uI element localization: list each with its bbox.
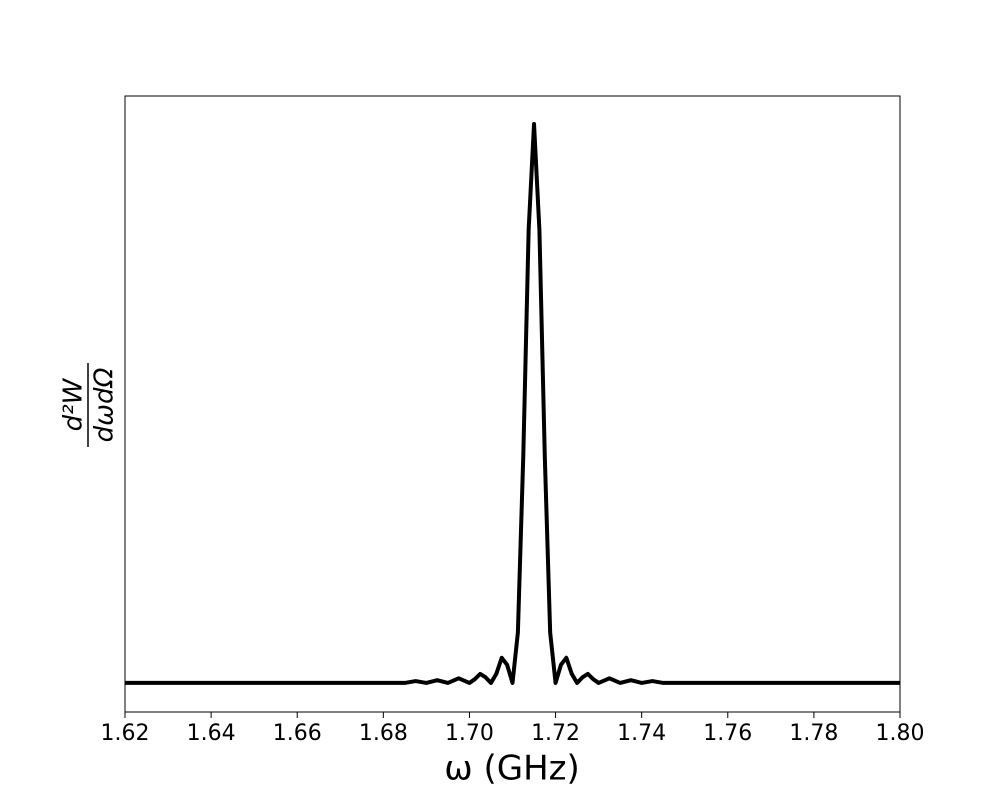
x-tick-label: 1.66: [273, 721, 322, 746]
x-tick-label: 1.70: [445, 721, 494, 746]
x-tick-label: 1.72: [531, 721, 580, 746]
data-line: [125, 121, 900, 685]
y-axis-label: d²W dωdΩ: [59, 363, 120, 447]
x-tick-label: 1.64: [187, 721, 236, 746]
x-axis-label: ω (GHz): [444, 749, 580, 789]
y-label-numerator: d²W: [59, 377, 89, 431]
x-tick-label: 1.62: [101, 721, 150, 746]
x-tick-label: 1.68: [359, 721, 408, 746]
plot-frame: [124, 95, 901, 713]
x-tick-label: 1.76: [703, 721, 752, 746]
x-tick-label: 1.78: [789, 721, 838, 746]
x-tick-label: 1.74: [617, 721, 666, 746]
y-label-denominator: dωdΩ: [90, 368, 120, 443]
x-tick-label: 1.80: [876, 721, 925, 746]
